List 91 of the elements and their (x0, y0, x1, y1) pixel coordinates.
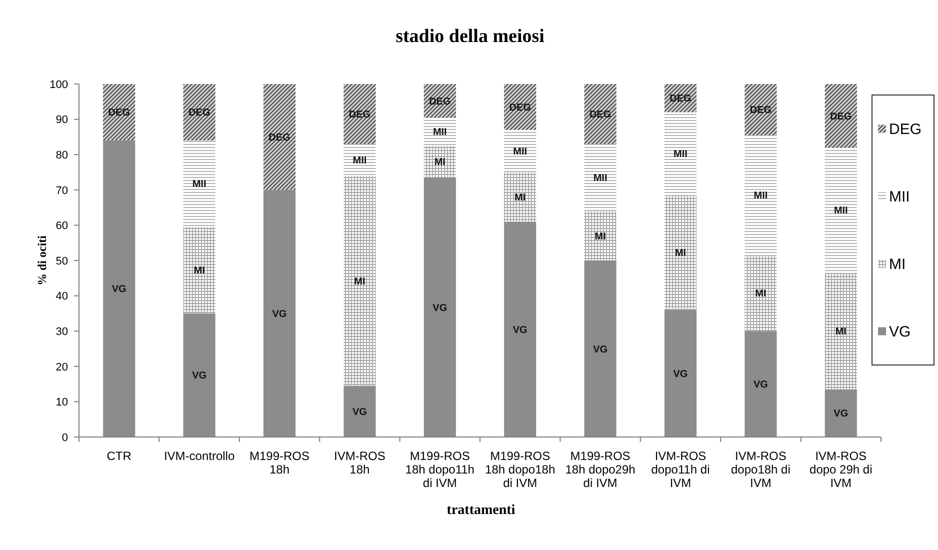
data-label: MII (432, 127, 448, 138)
data-label: MI (755, 288, 766, 300)
bar (664, 195, 697, 310)
bar (504, 84, 536, 130)
y-tick-label: 30 (56, 326, 68, 338)
y-tick-label: 10 (56, 396, 68, 409)
bar (664, 310, 697, 437)
x-tick-label: IVM-ROS 18h (334, 449, 386, 477)
data-label: VG (352, 406, 368, 418)
bar (183, 84, 216, 140)
y-tick-label: 60 (56, 220, 68, 232)
data-label: DEG (670, 94, 692, 105)
legend-label: MII (889, 188, 910, 206)
bar (263, 84, 296, 190)
data-label: VG (593, 344, 608, 356)
x-tick-label: IVM-ROS dopo18h di IVM (731, 449, 790, 490)
data-label: VG (432, 302, 448, 314)
data-label: DEG (750, 105, 772, 116)
bar (344, 176, 376, 386)
data-label: MII (674, 149, 688, 160)
y-tick-label: 20 (56, 361, 68, 374)
bar (504, 222, 536, 437)
bar (263, 190, 296, 437)
data-label: VG (512, 324, 528, 336)
data-label: MII (513, 146, 528, 158)
bar (424, 178, 456, 437)
bar (584, 84, 616, 144)
bar (744, 331, 777, 437)
data-label: MII (593, 173, 608, 184)
data-label: MI (434, 157, 446, 168)
data-label: DEG (429, 96, 451, 108)
bar (504, 172, 536, 222)
legend-label: VG (889, 324, 911, 340)
x-tick-label: M199-ROS 18h dopo11h di IVM (405, 449, 474, 490)
data-label: VG (834, 408, 848, 420)
data-label: MI (835, 326, 847, 338)
y-tick-label: 80 (56, 149, 68, 162)
bar (424, 146, 456, 178)
data-label: DEG (348, 110, 371, 121)
legend-label: DEG (889, 121, 922, 138)
x-tick-label: IVM-controllo (164, 449, 235, 463)
y-tick-label: 40 (56, 290, 68, 303)
data-label: MI (674, 248, 686, 260)
data-label: MI (514, 192, 526, 204)
data-label: DEG (509, 102, 532, 114)
x-tick-label: M199-ROS 18h dopo18h di IVM (485, 449, 556, 490)
x-axis-title: trattamenti (446, 503, 516, 518)
data-label: MI (354, 276, 366, 288)
y-tick-label: 70 (56, 184, 68, 197)
y-tick-label: 50 (56, 255, 68, 268)
data-label: MII (834, 206, 848, 217)
data-label: MII (192, 179, 206, 190)
y-tick-label: 100 (50, 78, 68, 91)
y-tick-label: 90 (56, 114, 68, 126)
bar (584, 260, 616, 437)
x-tick-label: M199-ROS 18h dopo29h di IVM (565, 449, 636, 490)
data-label: DEG (830, 111, 852, 122)
x-tick-label: IVM-ROS dopo11h di IVM (651, 449, 710, 490)
data-label: DEG (268, 132, 291, 144)
data-label: VG (753, 380, 768, 391)
bar (103, 84, 136, 140)
data-label: MI (194, 266, 206, 277)
data-label: DEG (589, 110, 612, 121)
x-tick-label: IVM-ROS dopo 29h di IVM (810, 449, 872, 490)
bar (824, 84, 857, 148)
bar (183, 313, 216, 437)
bar (584, 211, 616, 260)
data-label: DEG (108, 108, 130, 119)
data-label: MII (352, 155, 367, 166)
data-label: MII (754, 190, 768, 202)
bar (344, 386, 376, 437)
x-tick-label: M199-ROS 18h (249, 449, 310, 477)
bar (744, 84, 777, 136)
data-label: VG (272, 308, 287, 320)
bar (744, 255, 777, 332)
legend-label: MI (889, 256, 906, 273)
chart-title: stadio della meiosi (396, 26, 544, 47)
bar (424, 84, 456, 118)
data-label: VG (673, 368, 688, 380)
data-label: VG (112, 284, 127, 296)
bar (344, 84, 376, 144)
bar (103, 140, 136, 437)
x-tick-label: CTR (106, 449, 132, 463)
data-label: MI (594, 231, 606, 242)
bar (183, 226, 216, 314)
y-axis-title: % di ociti (35, 234, 49, 286)
data-label: DEG (188, 108, 210, 119)
data-label: VG (192, 370, 207, 382)
bar (824, 389, 857, 437)
y-tick-label: 0 (62, 432, 68, 444)
bar (824, 272, 857, 390)
